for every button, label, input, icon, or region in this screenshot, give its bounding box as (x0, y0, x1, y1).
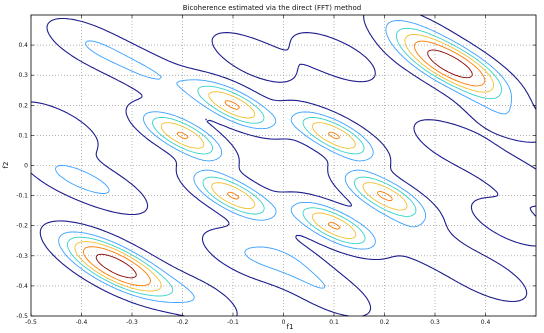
x-tick-label: 0.1 (329, 319, 339, 326)
x-tick-label: 0.4 (481, 319, 491, 326)
x-tick-label: 0.3 (430, 319, 440, 326)
chart-title: Bicoherence estimated via the direct (FF… (182, 4, 362, 12)
x-tick-label: -0.1 (227, 319, 239, 326)
y-tick-label: 0.1 (18, 132, 28, 139)
y-tick-label: 0 (24, 163, 28, 170)
x-tick-label: 0 (282, 319, 286, 326)
x-axis-label: f1 (286, 323, 294, 331)
y-tick-label: -0.3 (16, 253, 28, 260)
y-tick-label: 0.2 (18, 102, 28, 109)
contour-level-6 (95, 49, 473, 279)
x-tick-label: -0.2 (177, 319, 189, 326)
contour-level-5 (82, 40, 486, 287)
y-tick-label: -0.4 (16, 283, 28, 290)
x-tick-label: -0.3 (126, 319, 138, 326)
contour-level-4 (74, 34, 495, 292)
y-tick-label: -0.1 (16, 193, 28, 200)
y-tick-label: -0.2 (16, 223, 28, 230)
y-tick-label: -0.5 (16, 313, 28, 320)
y-axis-label: f2 (2, 161, 10, 169)
contour-level-3 (67, 27, 502, 297)
x-tick-label: -0.5 (25, 319, 37, 326)
x-tick-label: 0.2 (380, 319, 390, 326)
contour-level-2 (55, 20, 513, 303)
y-tick-label: 0.3 (18, 72, 28, 79)
x-tick-label: -0.4 (76, 319, 88, 326)
y-tick-label: 0.4 (18, 42, 28, 49)
contour-level-1 (30, 14, 537, 317)
